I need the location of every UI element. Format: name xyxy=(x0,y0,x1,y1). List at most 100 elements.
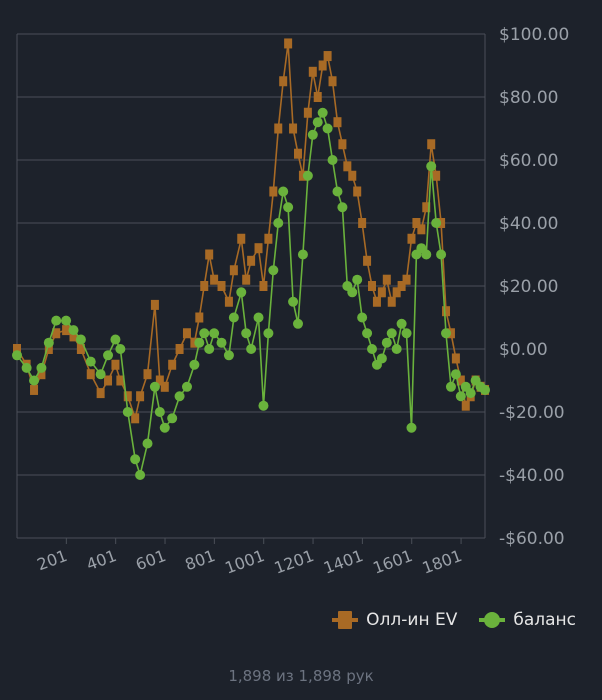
data-point xyxy=(104,375,113,386)
y-tick-label: $60.00 xyxy=(499,151,558,171)
data-point xyxy=(382,274,391,285)
data-point xyxy=(44,344,53,354)
data-point xyxy=(363,255,372,266)
y-tick-label: $100.00 xyxy=(499,25,569,45)
data-point xyxy=(167,413,178,424)
data-point xyxy=(142,438,153,449)
data-point xyxy=(289,123,298,134)
data-point xyxy=(386,328,397,339)
data-point xyxy=(229,265,238,276)
data-point xyxy=(442,306,451,317)
data-point xyxy=(432,170,441,181)
data-point xyxy=(465,388,476,399)
legend-item-balance[interactable]: баланс xyxy=(479,610,576,630)
data-point xyxy=(387,296,396,307)
data-point xyxy=(85,356,96,367)
x-tick-label: 201 xyxy=(35,546,70,574)
x-tick-label: 1201 xyxy=(272,546,317,578)
y-tick-label: -$40.00 xyxy=(499,466,565,486)
legend-label-allin-ev: Олл-ин EV xyxy=(366,610,458,630)
data-point xyxy=(29,375,40,386)
data-point xyxy=(343,161,352,172)
data-point xyxy=(445,381,456,392)
data-point xyxy=(13,344,21,354)
data-point xyxy=(402,274,411,285)
data-point xyxy=(367,344,378,354)
data-point xyxy=(288,296,299,307)
data-point xyxy=(259,281,268,291)
data-point xyxy=(254,243,263,254)
data-point xyxy=(160,381,169,392)
data-point xyxy=(293,148,302,159)
x-tick-label: 1001 xyxy=(222,546,267,578)
data-point xyxy=(451,353,460,364)
data-point xyxy=(327,155,338,165)
x-tick-label: 1801 xyxy=(420,546,465,578)
data-point xyxy=(76,344,85,354)
data-point xyxy=(217,281,226,291)
data-point xyxy=(426,161,437,172)
data-point xyxy=(122,407,133,417)
data-point xyxy=(278,186,289,197)
data-point xyxy=(52,328,61,339)
data-point xyxy=(136,391,145,402)
data-point xyxy=(210,274,219,285)
data-point xyxy=(312,117,323,128)
data-point xyxy=(236,287,247,298)
data-point xyxy=(224,296,233,307)
data-point xyxy=(279,76,288,87)
series-allin-ev xyxy=(13,38,489,424)
data-point xyxy=(307,129,318,140)
data-point xyxy=(302,170,313,181)
legend-item-allin-ev[interactable]: Олл-ин EV xyxy=(332,610,457,630)
data-point xyxy=(68,325,79,336)
data-point xyxy=(391,344,402,354)
x-tick-label: 601 xyxy=(133,546,168,574)
data-point xyxy=(317,107,328,118)
x-tick-label: 1601 xyxy=(370,546,415,578)
data-point xyxy=(353,186,362,197)
data-point xyxy=(43,337,54,348)
data-point xyxy=(149,381,160,392)
data-point xyxy=(333,117,342,128)
data-point xyxy=(223,350,234,361)
data-point xyxy=(61,315,72,326)
y-tick-label: $80.00 xyxy=(499,88,558,108)
data-point xyxy=(348,170,357,181)
data-point xyxy=(308,66,317,77)
data-point xyxy=(30,384,39,395)
data-point xyxy=(362,328,373,339)
data-point xyxy=(143,369,152,380)
data-point xyxy=(246,344,257,354)
data-point xyxy=(450,369,461,380)
data-point xyxy=(412,218,421,228)
x-tick-label: 1401 xyxy=(321,546,366,578)
data-point xyxy=(200,281,209,291)
data-point xyxy=(204,344,215,354)
legend: Олл-ин EV баланс xyxy=(332,610,576,630)
data-point xyxy=(347,287,358,298)
data-point xyxy=(323,51,332,62)
data-point xyxy=(283,202,294,213)
data-point xyxy=(154,407,165,417)
data-point xyxy=(159,422,170,433)
data-point xyxy=(417,224,426,235)
data-point xyxy=(313,92,322,102)
data-point xyxy=(297,249,308,260)
data-point xyxy=(332,186,343,197)
data-point xyxy=(241,328,252,339)
data-point xyxy=(421,249,432,260)
data-point xyxy=(115,344,126,354)
y-axis-tick-labels: $100.00 $80.00 $60.00 $40.00 $20.00 $0.00 -$20… xyxy=(499,25,569,549)
data-point xyxy=(372,296,381,307)
data-point xyxy=(37,369,46,380)
data-point xyxy=(337,202,348,213)
data-point xyxy=(322,123,333,134)
y-tick-label: $40.00 xyxy=(499,214,558,234)
data-point xyxy=(51,315,62,326)
hands-count: 1,898 из 1,898 рук xyxy=(228,667,374,685)
data-point xyxy=(209,328,220,339)
data-point xyxy=(110,334,121,345)
data-point xyxy=(175,344,184,354)
data-point xyxy=(273,218,284,228)
